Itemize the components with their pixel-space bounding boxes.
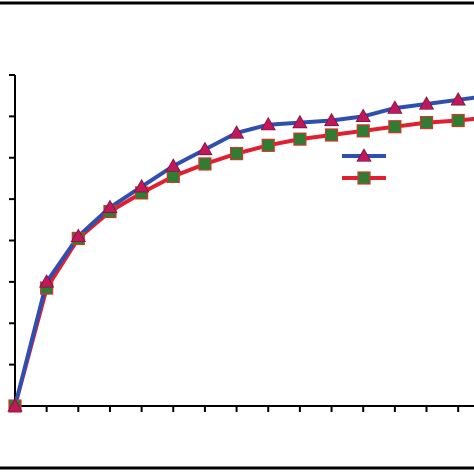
series-markers-0	[7, 92, 466, 412]
data-point	[419, 115, 434, 130]
data-point	[388, 120, 402, 134]
data-point	[293, 132, 307, 146]
data-point	[356, 124, 370, 138]
data-point	[324, 128, 339, 142]
data-point	[70, 228, 86, 243]
series-line	[13, 95, 474, 408]
data-point	[7, 398, 23, 412]
series-markers-1	[8, 113, 465, 413]
data-point	[133, 178, 150, 193]
data-point	[198, 157, 212, 171]
data-point	[38, 274, 55, 288]
series-line	[13, 116, 474, 408]
legend-entry-1	[342, 171, 386, 185]
data-point	[355, 108, 371, 123]
data-point	[229, 147, 244, 161]
data-point	[102, 199, 118, 214]
series-0	[13, 95, 474, 408]
data-point	[261, 138, 275, 152]
data-point	[450, 92, 466, 106]
data-point	[418, 96, 435, 110]
data-point	[387, 100, 403, 114]
data-point	[165, 158, 181, 172]
data-point	[260, 116, 276, 131]
data-point	[197, 141, 213, 156]
data-point	[451, 113, 465, 128]
legend-marker	[356, 148, 372, 162]
data-point	[292, 114, 308, 129]
legend-marker	[357, 171, 371, 185]
data-point	[323, 112, 340, 127]
data-point	[228, 125, 245, 139]
data-point	[166, 169, 180, 183]
series-1	[13, 116, 474, 408]
legend-entry-0	[342, 148, 386, 162]
